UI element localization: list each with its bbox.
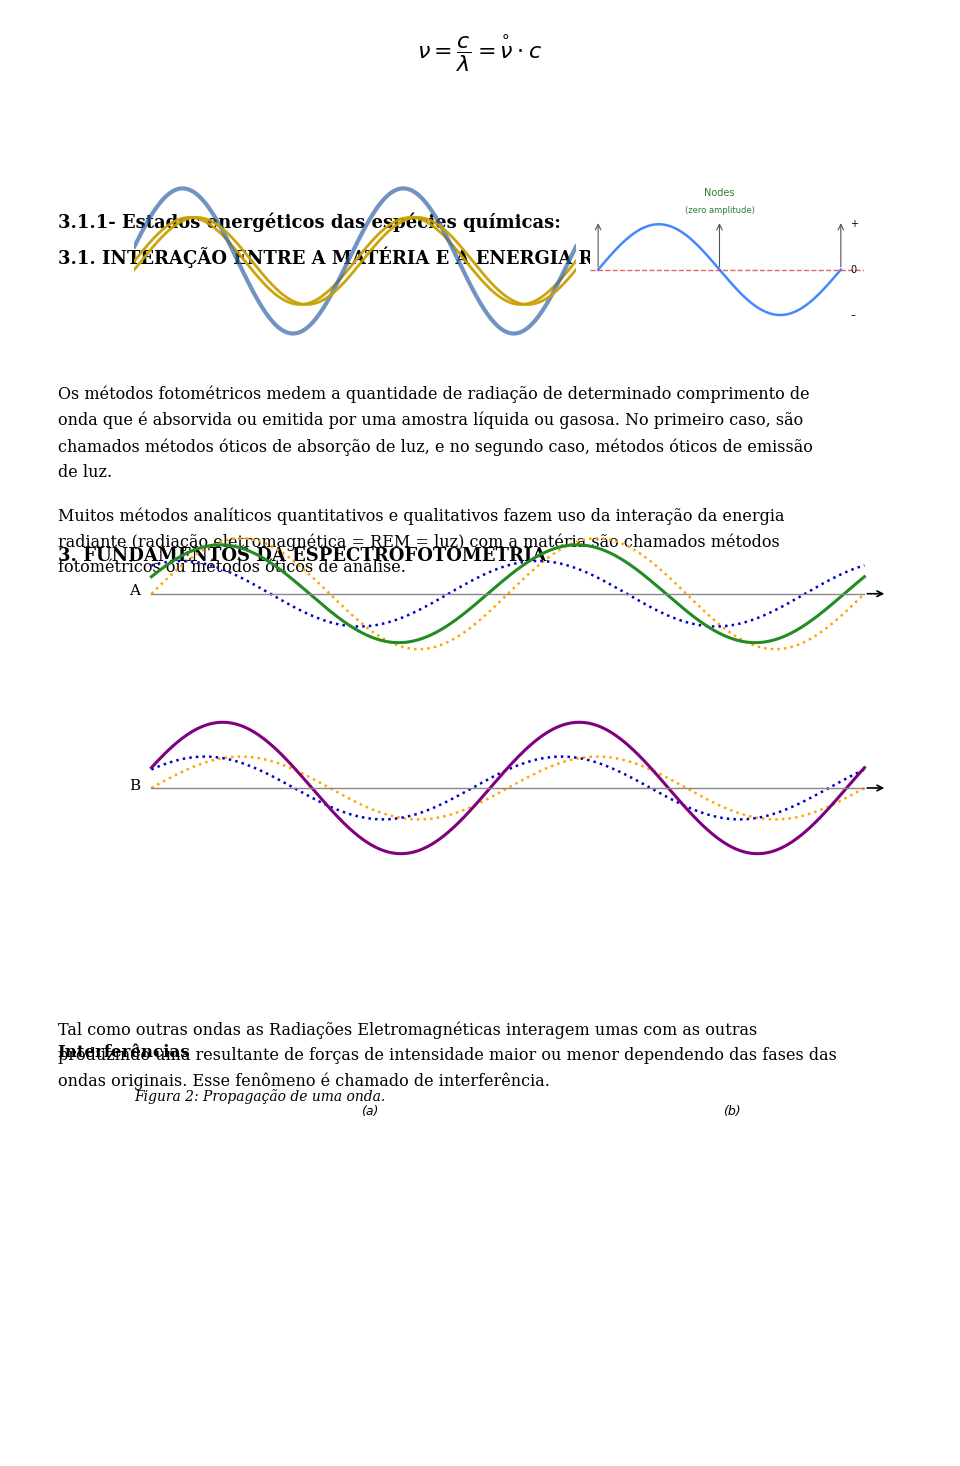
Text: Os métodos fotométricos medem a quantidade de radiação de determinado compriment: Os métodos fotométricos medem a quantida… (58, 386, 812, 481)
Text: Tal como outras ondas as Radiações Eletromagnéticas interagem umas com as outras: Tal como outras ondas as Radiações Eletr… (58, 1022, 836, 1089)
Text: –: – (851, 309, 855, 320)
Text: Muitos métodos analíticos quantitativos e qualitativos fazem uso da interação da: Muitos métodos analíticos quantitativos … (58, 507, 784, 576)
Text: +: + (851, 220, 858, 229)
Text: 3.1. INTERAÇÃO ENTRE A MATÉRIA E A ENERGIA RADIANTE:: 3.1. INTERAÇÃO ENTRE A MATÉRIA E A ENERG… (58, 246, 695, 268)
Text: Interferências: Interferências (58, 1044, 190, 1061)
Text: A: A (129, 585, 140, 598)
Text: (a): (a) (361, 1105, 378, 1119)
Text: Nodes: Nodes (705, 188, 734, 198)
Text: (zero amplitude): (zero amplitude) (684, 207, 755, 216)
Text: 3.1.1- Estados energéticos das espécies químicas:: 3.1.1- Estados energéticos das espécies … (58, 213, 561, 232)
Text: Figura 2: Propagação de uma onda.: Figura 2: Propagação de uma onda. (134, 1089, 386, 1104)
Text: $\nu = \dfrac{c}{\lambda} = \overset{\circ}{\nu} \cdot c$: $\nu = \dfrac{c}{\lambda} = \overset{\ci… (418, 32, 542, 73)
Text: 3. FUNDAMENTOS DA ESPECTROFOTOMETRIA: 3. FUNDAMENTOS DA ESPECTROFOTOMETRIA (58, 547, 546, 564)
Text: 0: 0 (851, 265, 856, 274)
Text: B: B (129, 778, 140, 793)
Text: (b): (b) (723, 1105, 740, 1119)
